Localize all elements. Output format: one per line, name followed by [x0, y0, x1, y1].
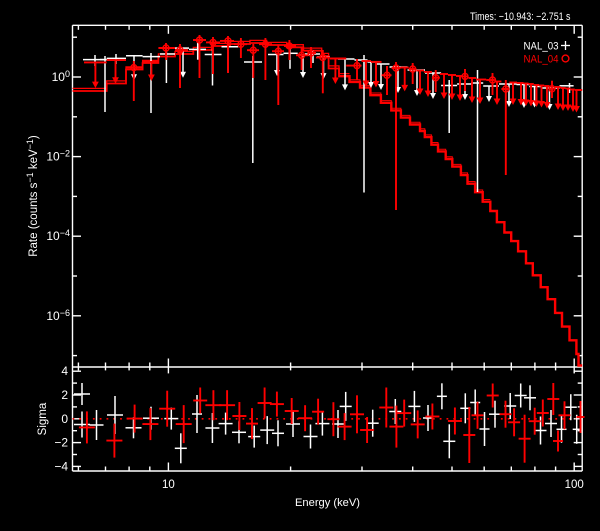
- svg-text:−2: −2: [54, 436, 68, 450]
- svg-text:Times: −10.943: −2.751 s: Times: −10.943: −2.751 s: [470, 11, 571, 23]
- svg-text:NAL_03: NAL_03: [524, 41, 559, 53]
- svg-text:−4: −4: [54, 459, 68, 473]
- svg-text:0: 0: [61, 412, 68, 426]
- svg-text:NAL_04: NAL_04: [524, 54, 559, 66]
- svg-text:Sigma: Sigma: [37, 402, 49, 435]
- svg-text:2: 2: [61, 388, 68, 402]
- svg-text:Energy (keV): Energy (keV): [295, 497, 360, 509]
- svg-text:10: 10: [162, 479, 175, 491]
- svg-text:100: 100: [565, 479, 584, 491]
- svg-text:4: 4: [61, 364, 68, 378]
- svg-text:Rate (counts s−1 keV−1): Rate (counts s−1 keV−1): [25, 135, 40, 257]
